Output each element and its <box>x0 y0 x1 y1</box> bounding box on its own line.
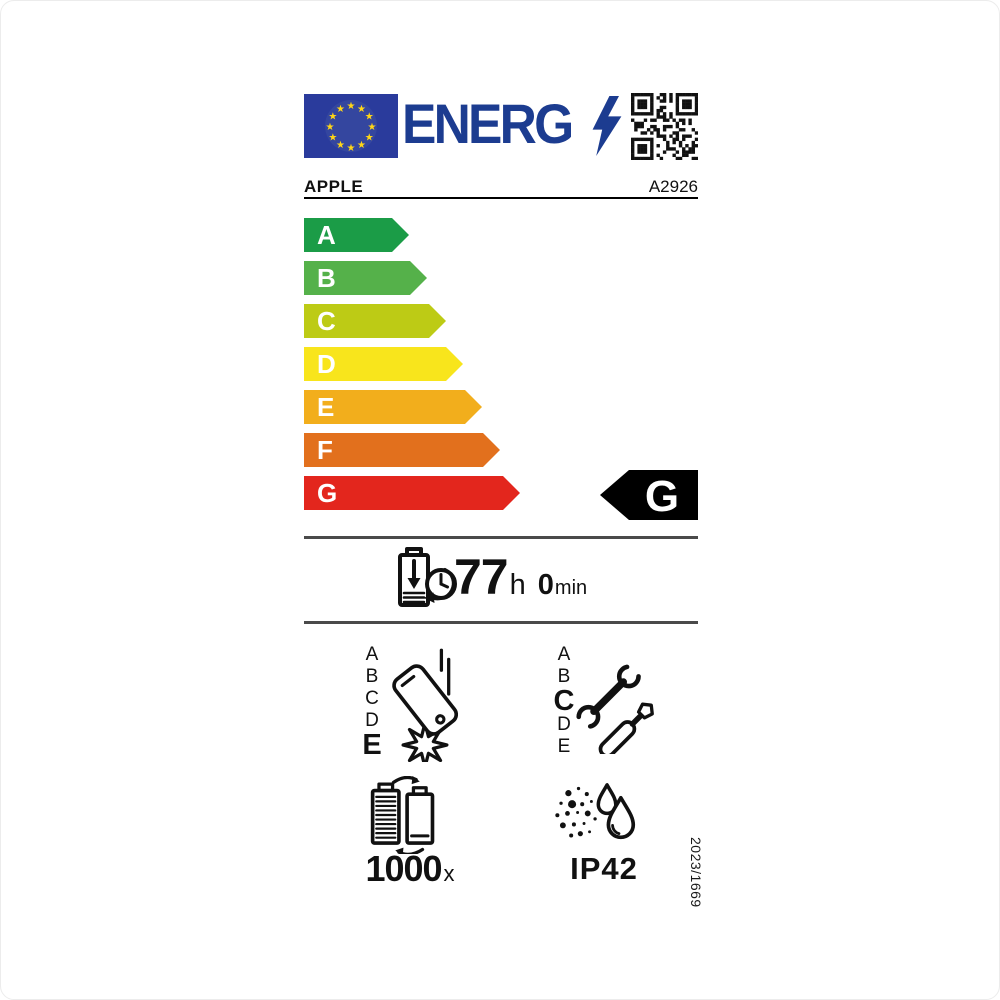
svg-text:G: G <box>645 472 679 520</box>
svg-text:★: ★ <box>336 104 345 115</box>
svg-text:★: ★ <box>357 104 366 115</box>
cycles-number: 1000 <box>365 848 442 889</box>
svg-text:★: ★ <box>328 133 337 144</box>
svg-text:G: G <box>317 478 337 508</box>
ingress-protection-rating: IP42 <box>570 851 638 886</box>
wrench-screwdriver-icon <box>576 664 654 754</box>
section-divider <box>304 536 698 539</box>
lightning-bolt-icon <box>592 96 622 156</box>
svg-text:B: B <box>317 263 336 293</box>
section-divider <box>304 621 698 624</box>
selected-class-letter: E <box>362 729 382 761</box>
class-letter: B <box>365 666 379 687</box>
scale-arrow-d: D <box>304 347 463 381</box>
svg-text:★: ★ <box>328 112 337 123</box>
svg-text:★: ★ <box>365 112 374 123</box>
battery-life-minutes: 0 <box>537 569 554 601</box>
svg-text:★: ★ <box>368 122 377 133</box>
supplier-brand: APPLE <box>304 177 364 196</box>
class-letter: A <box>557 644 571 665</box>
energy-label: ★ ★ ★ ★ ★ ★ ★ ★ ★ ★ ★ ★ ENERG APPLE A2926 A B <box>304 86 704 926</box>
falling-phone-impact-icon <box>392 648 459 762</box>
svg-text:D: D <box>317 349 336 379</box>
class-letter: C <box>365 688 379 709</box>
svg-text:★: ★ <box>326 122 335 133</box>
scale-arrow-g: G <box>304 476 520 510</box>
energ-logo-text: ENERG <box>402 91 574 155</box>
selected-class-letter: C <box>553 685 575 717</box>
regulation-number: 2023/1669 <box>688 837 704 908</box>
svg-text:A: A <box>317 220 336 250</box>
scale-arrow-f: F <box>304 433 500 467</box>
scale-arrow-c: C <box>304 304 446 338</box>
battery-life-hours: 77 <box>454 549 509 605</box>
eu-flag-icon: ★ ★★ ★★★ ★★★ ★★★ <box>304 94 398 158</box>
supplier-row: APPLE A2926 <box>304 174 698 197</box>
model-identifier: A2926 <box>648 177 698 196</box>
repairability-class-scale: A B C D E <box>551 644 577 758</box>
class-letter: E <box>557 736 571 757</box>
cycles-unit: x <box>443 861 455 886</box>
svg-text:★: ★ <box>357 140 366 151</box>
battery-recharge-cycle-icon <box>370 776 435 854</box>
class-letter: A <box>365 644 379 665</box>
svg-text:★: ★ <box>336 140 345 151</box>
supplier-underline <box>304 197 698 199</box>
class-letter: B <box>557 666 571 687</box>
dust-water-drops-icon <box>555 783 636 840</box>
battery-endurance-value: 1000x <box>320 848 500 890</box>
scale-arrow-e: E <box>304 390 482 424</box>
scale-arrow-a: A <box>304 218 409 252</box>
svg-text:E: E <box>317 392 334 422</box>
svg-text:★: ★ <box>347 143 356 154</box>
svg-text:★: ★ <box>347 101 356 112</box>
free-fall-class-scale: A B C D E <box>359 644 385 761</box>
battery-life-value: 77 h 0 min <box>454 548 588 605</box>
svg-text:F: F <box>317 435 333 465</box>
rated-class-pointer: G <box>600 470 698 525</box>
class-letter: D <box>557 714 571 735</box>
qr-code-icon <box>631 93 699 161</box>
svg-text:★: ★ <box>365 133 374 144</box>
svg-text:C: C <box>317 306 336 336</box>
scale-arrow-b: B <box>304 261 427 295</box>
class-letter: D <box>365 710 379 731</box>
battery-life-minutes-unit: min <box>554 577 588 599</box>
battery-clock-icon <box>398 547 457 607</box>
battery-life-hours-unit: h <box>509 569 526 601</box>
